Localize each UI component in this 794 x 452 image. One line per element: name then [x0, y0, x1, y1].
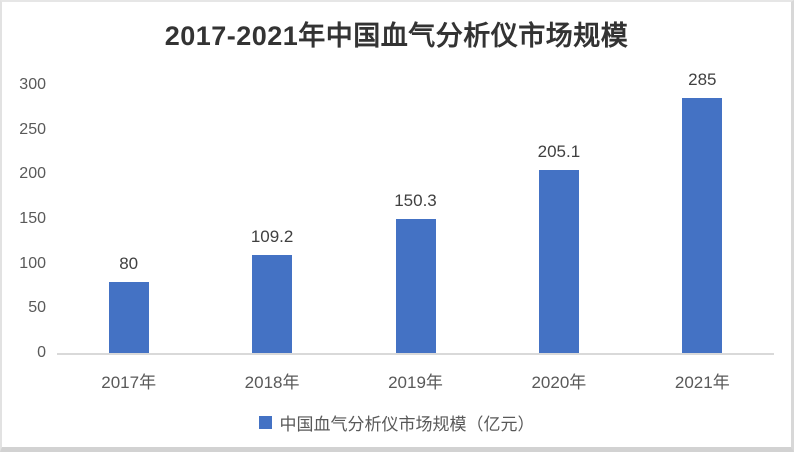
x-tick-label: 2017年 — [101, 373, 157, 392]
legend-marker-swatch — [258, 416, 272, 429]
x-tick-label: 2021年 — [674, 373, 730, 392]
y-tick-label: 250 — [19, 120, 46, 138]
bar — [682, 98, 723, 353]
x-tick-label: 2019年 — [388, 373, 443, 392]
x-axis-line — [57, 353, 774, 355]
x-tick-label: 2018年 — [244, 373, 300, 392]
bar — [538, 169, 579, 353]
y-tick-label: 100 — [19, 254, 46, 272]
bar-value-label: 150.3 — [394, 190, 437, 210]
y-tick-label: 200 — [19, 165, 46, 183]
legend: 中国血气分析仪市场规模（亿元） — [2, 410, 791, 435]
legend-label: 中国血气分析仪市场规模（亿元） — [279, 415, 535, 434]
bar — [252, 255, 293, 353]
bar-value-label: 109.2 — [250, 227, 294, 247]
y-tick-label: 150 — [19, 210, 46, 227]
bar-value-label: 285 — [688, 70, 717, 90]
chart-title: 2017-2021年中国血气分析仪市场规模 — [164, 21, 629, 51]
y-tick-label: 300 — [19, 76, 46, 93]
bar-value-label: 205.1 — [537, 141, 581, 161]
bar — [395, 218, 436, 353]
y-tick-label: 50 — [28, 299, 46, 317]
y-tick-label: 0 — [37, 344, 46, 361]
bar-value-label: 80 — [119, 253, 139, 273]
x-tick-label: 2020年 — [531, 373, 587, 392]
bar — [108, 281, 149, 353]
